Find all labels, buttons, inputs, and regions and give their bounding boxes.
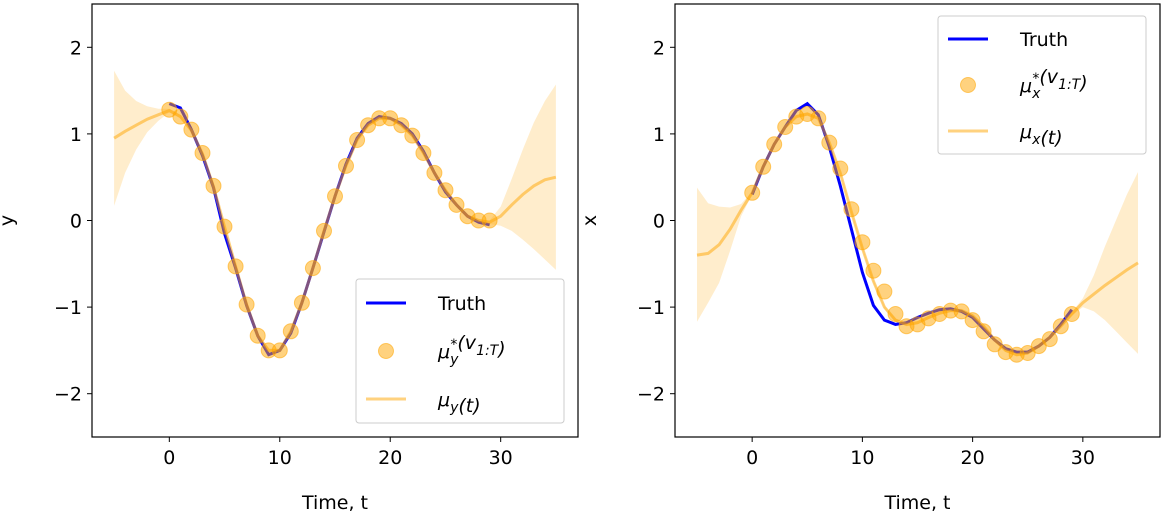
x-tick-label: 20 (961, 447, 985, 469)
legend: Truth μy*(v1:T) μy(t) (355, 278, 565, 424)
y-axis-label: x (579, 215, 601, 226)
data-point (865, 262, 882, 279)
x-tick-label: 30 (1071, 447, 1095, 469)
x-tick-label: 10 (268, 447, 292, 469)
y-tick-label: 0 (653, 211, 665, 233)
data-point (437, 182, 454, 199)
data-point (304, 260, 321, 277)
data-point (854, 234, 871, 251)
data-point (426, 164, 443, 181)
data-point (338, 157, 354, 174)
data-point (887, 306, 904, 322)
data-point (843, 201, 860, 218)
legend-marker-swatch (378, 343, 394, 359)
x-tick-label: 0 (163, 447, 175, 469)
data-point (755, 158, 772, 175)
data-point (327, 188, 343, 205)
y-tick-label: 2 (653, 37, 665, 59)
x-tick-label: 20 (378, 447, 402, 469)
data-point (964, 312, 981, 329)
plot-area (696, 101, 1139, 363)
legend-label: μy*(v1:T) (437, 332, 506, 368)
legend-box (355, 278, 565, 424)
plot-area (113, 70, 557, 359)
data-point (766, 136, 783, 153)
y-tick-label: 1 (653, 124, 665, 146)
data-point (415, 145, 432, 161)
y-tick-label: −2 (637, 384, 665, 406)
chart-panel-right: 0 10 20 30 −2 −1 0 1 2 Time, t x Truth μx*(v1:T) μx(t… (579, 3, 1161, 514)
legend: Truth μx*(v1:T) μx(t) (937, 15, 1147, 155)
x-tick-label: 30 (489, 447, 513, 469)
legend-label: μy(t) (437, 389, 481, 417)
chart-panel-left: 0 10 20 30 −2 −1 0 1 2 Time, t y Truth μy*(v1:T) μy(t… (0, 3, 579, 514)
legend-label: μx(t) (1019, 121, 1063, 149)
data-point (744, 184, 761, 201)
data-point (832, 160, 849, 177)
data-point (1052, 318, 1069, 335)
data-point (293, 294, 310, 311)
data-point (481, 212, 498, 229)
legend-box (937, 15, 1147, 155)
data-point (975, 323, 992, 340)
legend-marker-swatch (960, 77, 976, 93)
x-axis-label: Time, t (301, 492, 368, 514)
x-tick-label: 0 (746, 447, 758, 469)
data-point (316, 222, 332, 239)
data-point (271, 342, 288, 359)
x-tick-label: 10 (850, 447, 874, 469)
data-point (205, 177, 222, 194)
data-point (227, 258, 244, 275)
y-tick-label: 2 (70, 37, 82, 59)
data-point (349, 132, 366, 148)
data-point (953, 303, 970, 320)
legend-label: Truth (437, 293, 486, 315)
data-point (810, 110, 827, 127)
data-point (183, 121, 200, 138)
data-point (404, 127, 421, 144)
data-point (393, 117, 410, 134)
data-point (876, 283, 893, 300)
y-tick-label: −1 (54, 297, 82, 319)
y-axis-label: y (0, 215, 18, 226)
y-tick-label: −1 (637, 297, 665, 319)
data-point (821, 134, 838, 151)
y-tick-label: −2 (54, 384, 82, 406)
data-point (1063, 306, 1080, 322)
data-point (282, 323, 299, 340)
data-point (172, 108, 189, 125)
y-tick-label: 0 (70, 211, 82, 233)
legend-label: Truth (1019, 29, 1068, 51)
data-point (986, 336, 1003, 353)
legend-label: μx*(v1:T) (1019, 66, 1088, 102)
x-axis-label: Time, t (883, 492, 950, 514)
data-point (249, 327, 266, 344)
data-point (194, 145, 211, 161)
data-point (238, 296, 255, 313)
data-point (448, 196, 465, 213)
data-point (216, 218, 233, 235)
y-tick-label: 1 (70, 124, 82, 146)
data-point (777, 119, 794, 135)
data-point (1041, 331, 1058, 348)
